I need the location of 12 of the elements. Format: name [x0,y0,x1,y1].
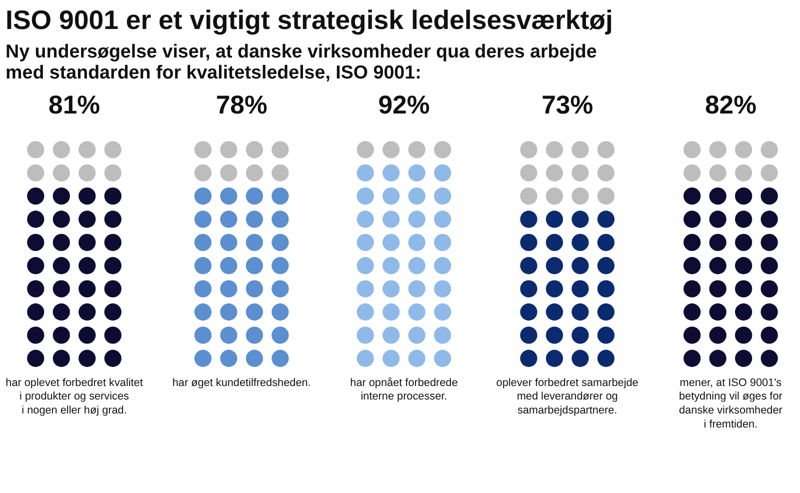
category-label: oplever forbedret samarbejde med leverandører og samarbejdspartnere. [496,376,638,417]
category-label: har opnået forbedrede interne processer. [350,376,458,403]
category-label: mener, at ISO 9001's betydning vil øges for danske virksomheder i fremtiden. [679,376,783,430]
data-label: 78% [216,92,268,120]
data-label: 73% [542,92,594,120]
category-label: har øget kundetilfredsheden. [172,376,311,389]
text: ISO 9001 er et vigtigt strategisk ledelsesværktøj [6,5,613,36]
data-label: 82% [704,92,757,120]
text: Ny undersøgelse viser, at danske virksomheder qua deres arbejde med standarden for kvalitetsledelse, ISO 9001: [6,40,597,83]
data-label: 92% [378,92,430,120]
data-label: 81% [48,92,100,120]
category-label: har oplevet forbedret kvalitet i produkter og services i nogen eller høj grad. [6,376,143,417]
